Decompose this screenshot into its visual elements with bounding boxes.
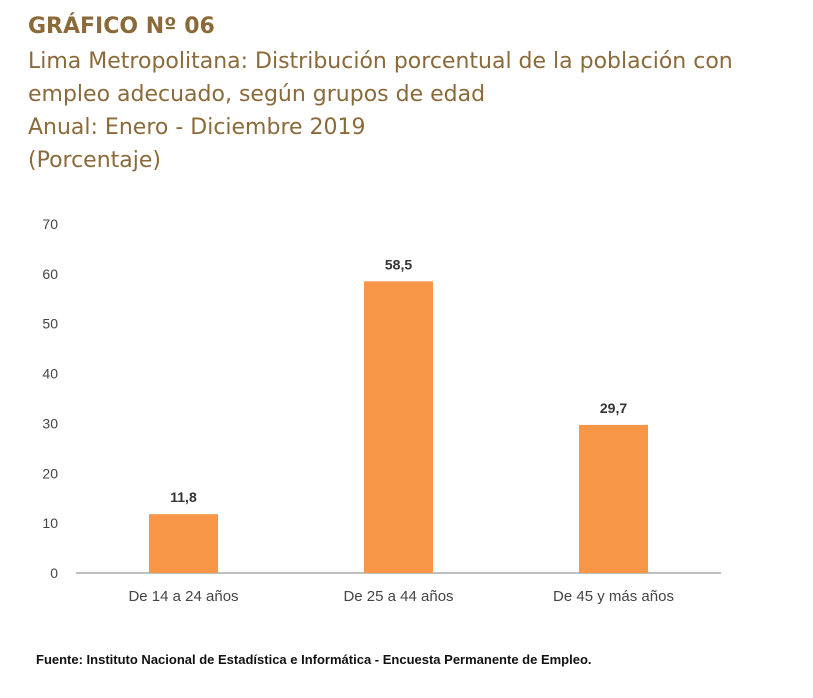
chart-title-block: GRÁFICO Nº 06 Lima Metropolitana: Distri… — [28, 14, 733, 177]
y-tick-label: 10 — [42, 515, 58, 531]
bar-value-label: 58,5 — [385, 256, 412, 272]
y-tick-label: 0 — [50, 565, 58, 581]
y-tick-label: 60 — [42, 266, 58, 282]
bar-value-label: 29,7 — [600, 400, 627, 416]
bar-value-label: 11,8 — [170, 489, 197, 505]
bar-chart: 0 10 20 30 40 50 60 70 11,8 De 14 a 24 años 58,5 De… — [42, 216, 721, 605]
subtitle-line-3: Anual: Enero - Diciembre 2019 — [28, 115, 366, 140]
y-tick-label: 50 — [42, 316, 58, 332]
x-category-label: De 14 a 24 años — [128, 588, 238, 605]
subtitle-line-2: empleo adecuado, según grupos de edad — [28, 82, 486, 107]
bar — [579, 424, 648, 573]
source-note: Fuente: Instituto Nacional de Estadístic… — [36, 652, 592, 667]
y-tick-label: 70 — [42, 216, 58, 232]
subtitle-line-1: Lima Metropolitana: Distribución porcent… — [28, 49, 733, 74]
y-tick-label: 30 — [42, 415, 58, 431]
x-category-label: De 25 a 44 años — [343, 588, 453, 605]
x-category-label: De 45 y más años — [553, 588, 674, 605]
y-tick-label: 20 — [42, 465, 58, 481]
bar — [364, 281, 433, 573]
subtitle-line-4: (Porcentaje) — [28, 148, 161, 173]
y-tick-label: 40 — [42, 366, 58, 382]
chart-number-heading: GRÁFICO Nº 06 — [28, 14, 215, 39]
bar — [149, 514, 218, 573]
